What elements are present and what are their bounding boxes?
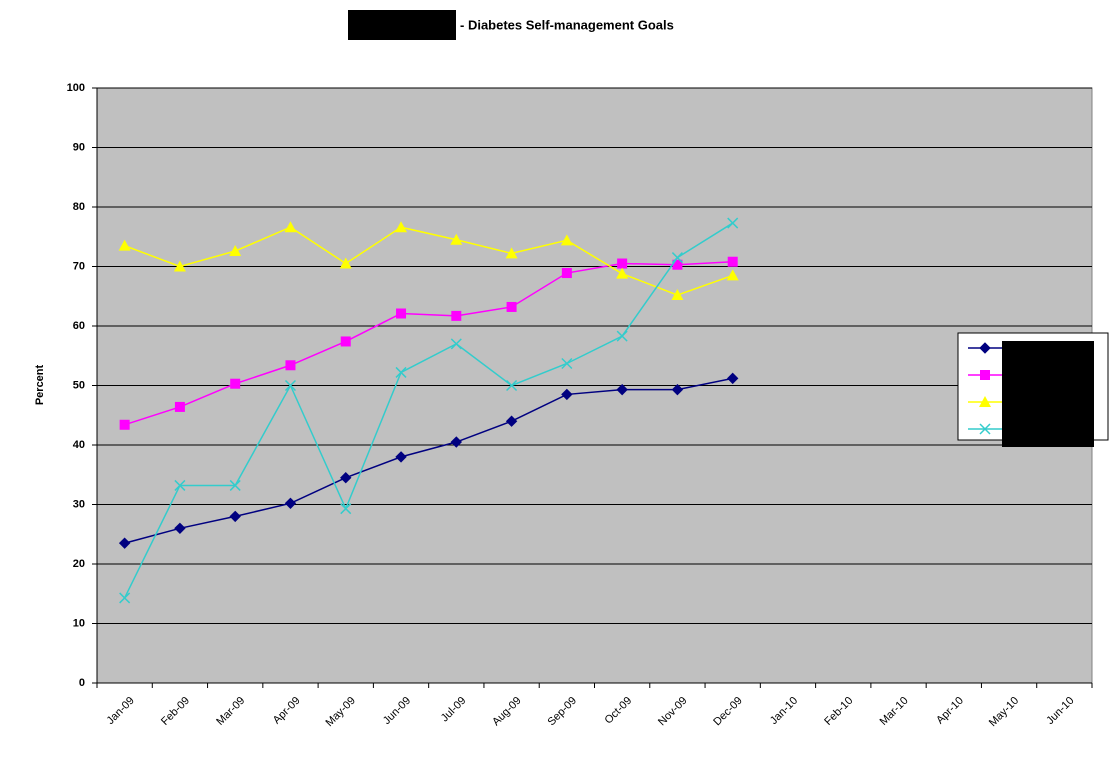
marker [395,451,407,463]
series-line [124,377,733,544]
marker [450,436,463,448]
marker [229,245,242,257]
marker [505,247,518,259]
marker [229,479,241,491]
x-tick-label: Jan-10 [768,695,800,727]
marker [672,259,683,270]
y-tick-label: 50 [73,379,85,391]
y-tick-label: 30 [73,498,85,510]
x-tick-label: Mar-09 [214,695,247,728]
y-tick-label: 60 [73,320,85,332]
marker [980,370,990,380]
marker [118,239,131,251]
marker [339,257,352,269]
redaction [1002,341,1094,447]
marker [616,330,628,342]
marker [450,233,463,245]
marker [727,256,738,267]
x-tick-label: May-10 [987,695,1021,729]
marker [174,479,186,491]
marker [979,342,991,354]
marker [506,301,517,312]
marker [616,383,628,396]
x-tick-label: Mar-10 [878,695,911,728]
marker [118,537,131,549]
marker [285,360,296,371]
x-tick-label: Jul-09 [439,695,469,725]
marker [340,472,352,484]
marker [617,258,628,269]
marker [340,336,351,347]
marker [119,592,131,604]
y-tick-label: 0 [79,677,85,689]
redaction [348,10,456,40]
series-line [123,222,734,599]
marker [979,423,991,435]
x-tick-label: May-09 [323,695,357,729]
x-tick-label: Aug-09 [490,695,524,729]
marker [726,372,739,385]
marker [561,268,572,279]
marker [560,234,573,246]
marker [979,396,991,407]
y-axis-label: Percent [34,364,46,405]
x-tick-label: Feb-10 [822,695,855,728]
x-tick-label: Jan-09 [105,695,137,727]
marker [173,260,186,272]
y-tick-label: 10 [73,617,85,629]
marker [174,401,185,412]
y-tick-label: 40 [73,439,85,451]
marker [727,217,739,229]
marker [174,522,186,535]
y-tick-label: 90 [73,141,85,153]
marker [284,379,297,392]
x-tick-label: Jun-10 [1044,695,1076,727]
marker [284,497,297,510]
marker [506,379,518,392]
marker [561,357,573,370]
y-tick-label: 80 [73,201,85,213]
marker [340,503,352,515]
x-tick-label: Sep-09 [545,695,579,729]
marker [395,221,408,233]
x-tick-label: Dec-09 [711,695,745,729]
series-line [124,226,733,296]
x-tick-label: Apr-10 [934,695,966,727]
marker [284,221,297,233]
marker [726,269,739,281]
x-tick-label: Jun-09 [381,695,413,727]
y-tick-label: 70 [73,260,85,272]
marker [505,415,518,427]
marker [395,366,407,378]
marker [671,383,684,396]
marker [671,252,683,264]
x-tick-label: Apr-09 [271,695,303,727]
y-tick-label: 100 [67,82,85,94]
marker [396,308,407,319]
marker [671,289,684,301]
chart-title: - Diabetes Self-management Goals [460,17,674,32]
x-tick-label: Feb-09 [159,695,192,728]
marker [229,510,241,523]
series-line [124,260,733,426]
marker [230,378,241,389]
y-tick-label: 20 [73,558,85,570]
x-tick-label: Oct-09 [602,695,634,727]
marker [450,338,462,350]
marker [561,388,573,401]
marker [451,310,462,321]
marker [119,419,130,430]
x-tick-label: Nov-09 [656,695,690,729]
marker [616,267,629,279]
